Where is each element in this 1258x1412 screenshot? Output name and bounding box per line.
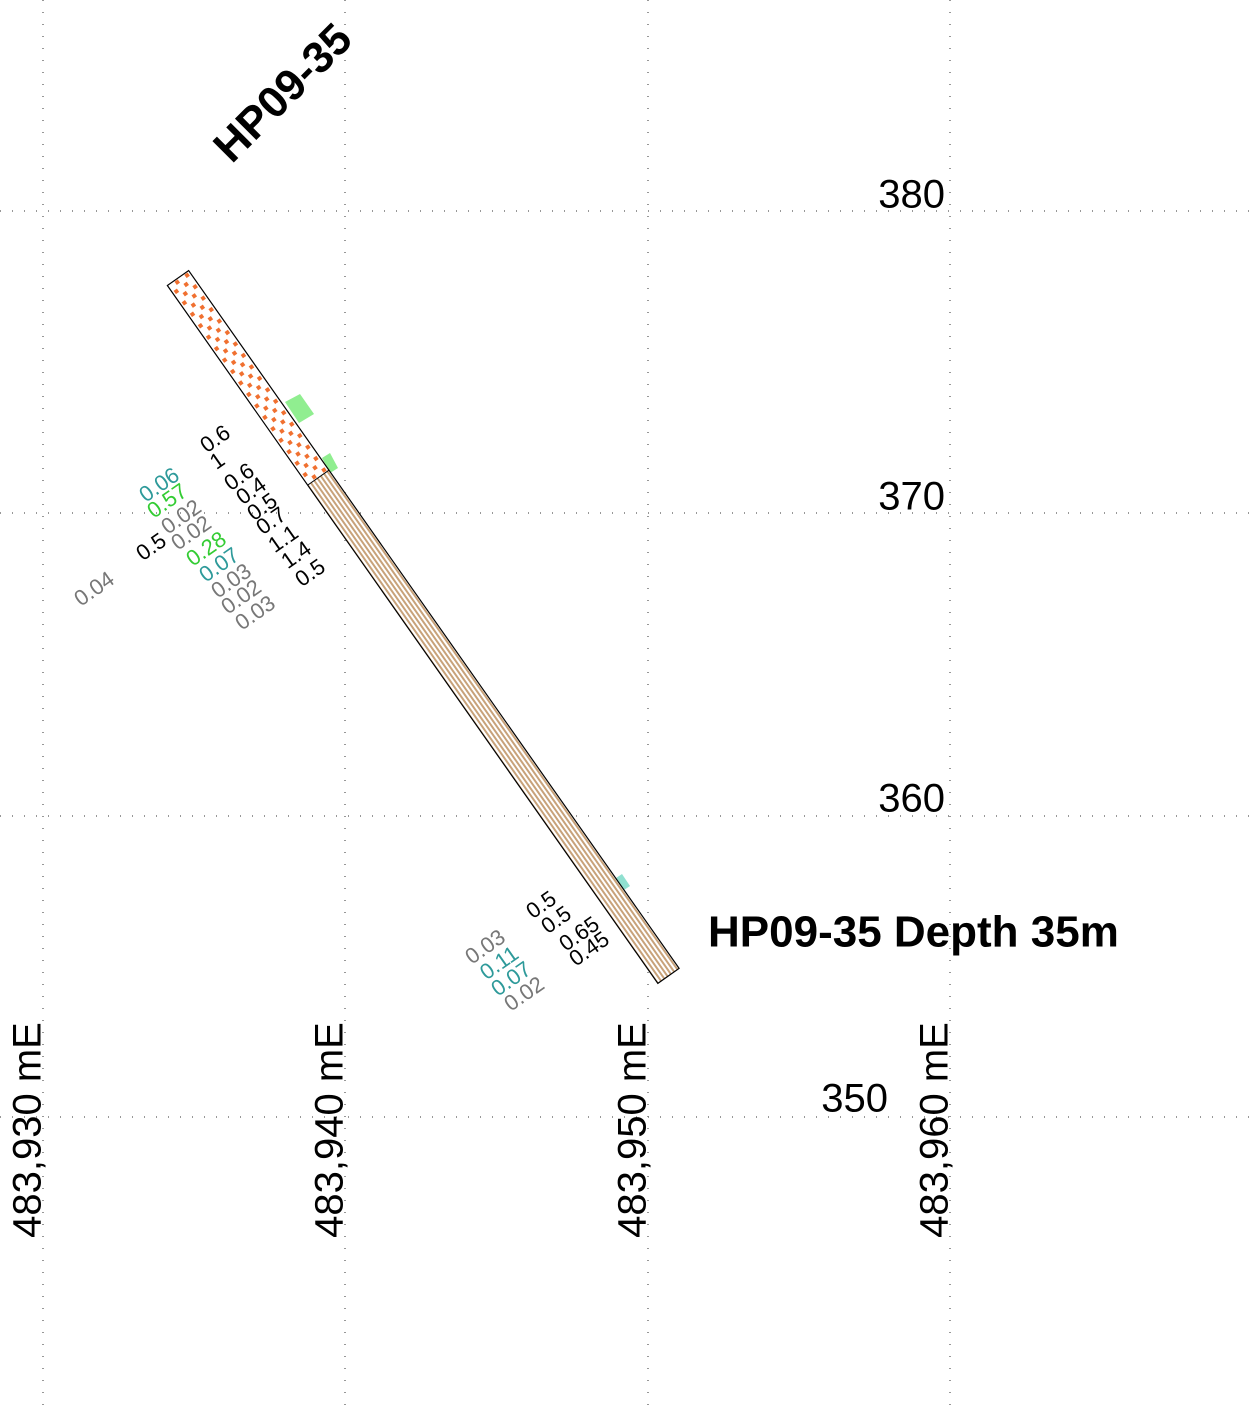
assay-label: 0.5 <box>131 528 170 566</box>
drill-hole <box>166 269 680 985</box>
easting-label: 483,960 mE <box>913 1022 957 1238</box>
elevation-labels: 380 370 360 350 <box>821 173 945 1121</box>
elevation-label: 350 <box>821 1077 888 1121</box>
assay-label: 0.04 <box>69 566 118 611</box>
hole-label: HP09-35 Depth 35m <box>708 908 1119 957</box>
easting-label: 483,940 mE <box>308 1022 352 1238</box>
hole-title: HP09-35 <box>204 14 361 171</box>
elevation-label: 370 <box>878 475 945 519</box>
intervals <box>285 394 630 890</box>
easting-label: 483,930 mE <box>6 1022 50 1238</box>
elevation-label: 380 <box>878 173 945 217</box>
easting-label: 483,950 mE <box>611 1022 655 1238</box>
easting-labels: 483,930 mE 483,940 mE 483,950 mE 483,960 mE <box>6 1022 957 1238</box>
elevation-label: 360 <box>878 777 945 821</box>
